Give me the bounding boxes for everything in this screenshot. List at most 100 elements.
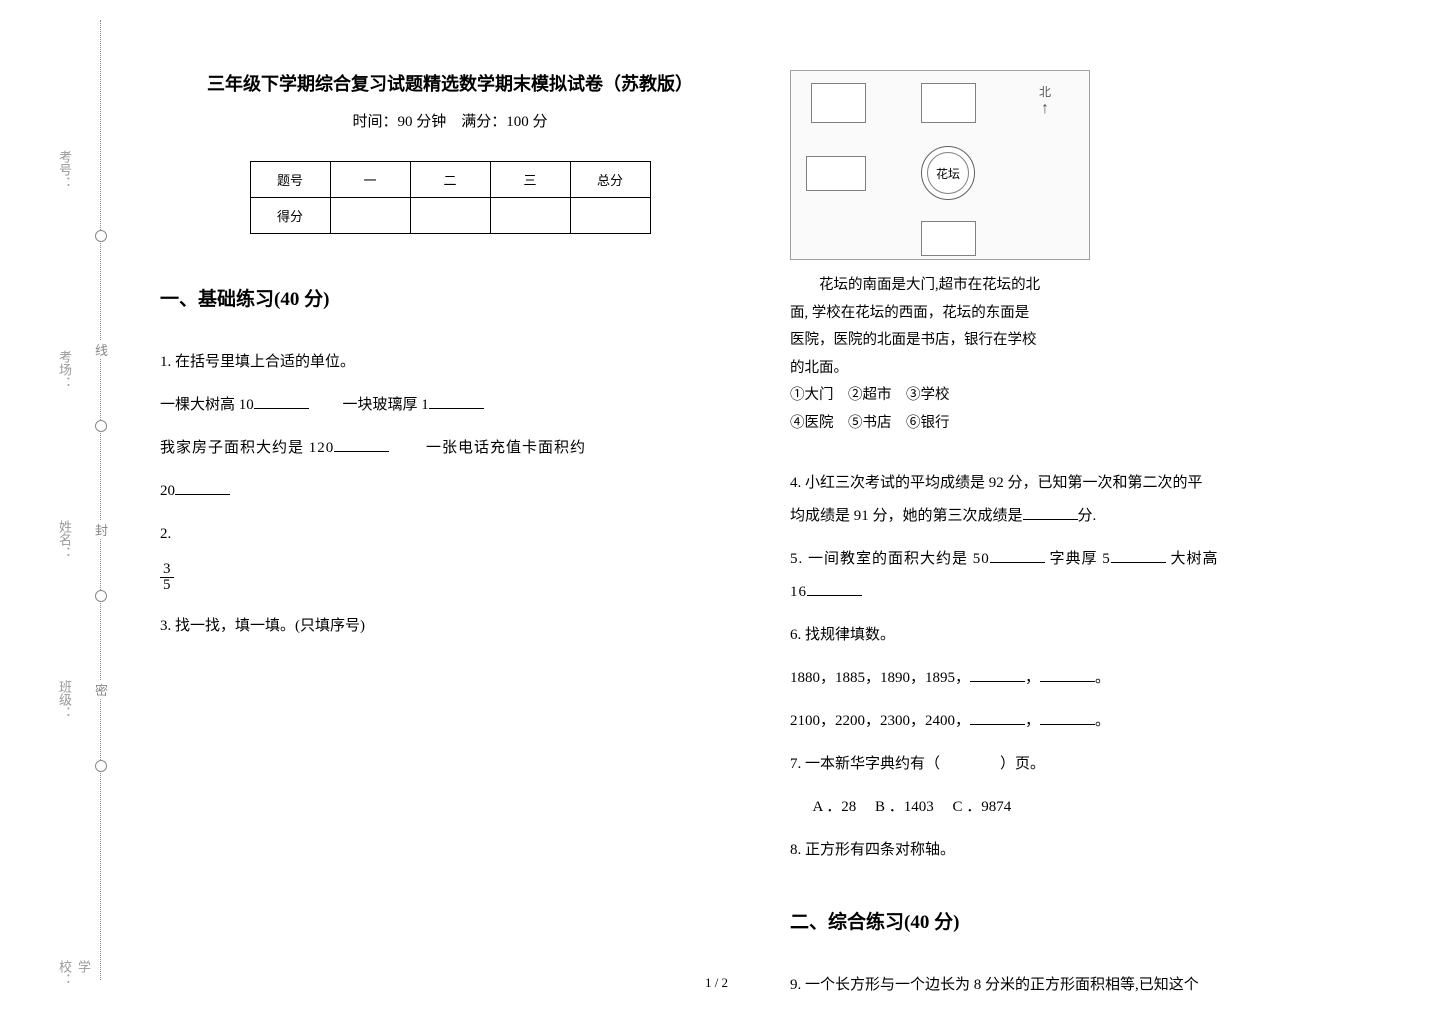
- q5-line: 5. 一间教室的面积大约是 50 字典厚 5 大树高 16: [790, 543, 1370, 609]
- q5-text: 5. 一间教室的面积大约是 50: [790, 551, 990, 567]
- map-cell: [811, 83, 866, 123]
- seal-char-feng: 封: [95, 520, 108, 539]
- blank-field[interactable]: [1040, 709, 1095, 726]
- exam-title: 三年级下学期综合复习试题精选数学期末模拟试卷（苏教版）: [160, 70, 740, 96]
- section1-heading: 一、基础练习(40 分): [160, 284, 740, 311]
- cut-circle-icon: [95, 760, 107, 772]
- q9-line: 9. 一个长方形与一个边长为 8 分米的正方形面积相等,已知这个: [790, 969, 1370, 1002]
- blank-field[interactable]: [254, 393, 309, 410]
- blank-field[interactable]: [970, 666, 1025, 683]
- binding-label-class: 班级：: [55, 680, 74, 719]
- q8-line: 8. 正方形有四条对称轴。: [790, 834, 1370, 867]
- north-label: 北: [1039, 85, 1051, 99]
- score-col-header: 题号: [250, 162, 330, 198]
- q2-fraction: 3 5: [160, 561, 740, 594]
- page-content: 三年级下学期综合复习试题精选数学期末模拟试卷（苏教版） 时间：90 分钟 满分：…: [160, 70, 1400, 1012]
- q1-text: 一张电话充值卡面积约: [426, 440, 586, 456]
- binding-margin: 考号： 考场： 姓名： 班级： 学校： 线 封 密: [40, 20, 120, 980]
- q1-text: 20: [160, 483, 175, 499]
- cut-circle-icon: [95, 230, 107, 242]
- q3-lead: 3. 找一找，填一填。(只填序号): [160, 610, 740, 643]
- q6-text: 2100，2200，2300，2400，: [790, 713, 970, 729]
- blank-field[interactable]: [970, 709, 1025, 726]
- q6-lead: 6. 找规律填数。: [790, 619, 1370, 652]
- score-cell: [490, 198, 570, 234]
- score-table: 题号 一 二 三 总分 得分: [250, 161, 651, 234]
- north-indicator: 北 ↑: [1039, 83, 1051, 118]
- seal-char-xian: 线: [95, 340, 108, 359]
- q5-text: 16: [790, 584, 807, 600]
- seal-char-mi: 密: [95, 680, 108, 699]
- map-diagram: 花坛 北 ↑: [790, 70, 1090, 260]
- q6-text: 1880，1885，1890，1895，: [790, 670, 970, 686]
- table-row: 得分: [250, 198, 650, 234]
- blank-field[interactable]: [334, 436, 389, 453]
- q4-text: 分.: [1078, 508, 1097, 524]
- right-column: 花坛 北 ↑ 花坛的南面是大门,超市在花坛的北 面, 学校在花坛的西面，花坛的东…: [790, 70, 1370, 1012]
- map-desc-line: 面, 学校在花坛的西面，花坛的东面是: [790, 300, 1370, 328]
- flowerbed-label: 花坛: [936, 165, 960, 182]
- q5-text: 字典厚 5: [1050, 551, 1111, 567]
- q1-text: 一棵大树高 10: [160, 397, 254, 413]
- q4-text: 4. 小红三次考试的平均成绩是 92 分，已知第一次和第二次的平: [790, 475, 1203, 491]
- map-desc-line: 的北面。: [790, 355, 1370, 383]
- q6-line2: 2100，2200，2300，2400， ， 。: [790, 705, 1370, 738]
- q7-line: 7. 一本新华字典约有（ ）页。: [790, 748, 1370, 781]
- score-col-header: 总分: [570, 162, 650, 198]
- binding-label-examid: 考号：: [55, 150, 74, 189]
- dotted-cut-line: [100, 20, 101, 980]
- score-cell: [570, 198, 650, 234]
- blank-field[interactable]: [1040, 666, 1095, 683]
- blank-field[interactable]: [1023, 504, 1078, 521]
- map-desc-line: 花坛的南面是大门,超市在花坛的北: [790, 272, 1370, 300]
- cut-circle-icon: [95, 590, 107, 602]
- map-cell: [921, 221, 976, 256]
- left-column: 三年级下学期综合复习试题精选数学期末模拟试卷（苏教版） 时间：90 分钟 满分：…: [160, 70, 740, 1012]
- q4-text: 均成绩是 91 分，她的第三次成绩是: [790, 508, 1023, 524]
- binding-label-room: 考场：: [55, 350, 74, 389]
- q6-line1: 1880，1885，1890，1895， ， 。: [790, 662, 1370, 695]
- q7-options: A ．28 B ．1403 C ．9874: [790, 791, 1370, 824]
- blank-field[interactable]: [429, 393, 484, 410]
- q1-line1: 一棵大树高 10 一块玻璃厚 1: [160, 389, 740, 422]
- blank-field[interactable]: [1111, 547, 1166, 564]
- fraction-denominator: 5: [160, 578, 174, 593]
- q6-text: 。: [1095, 713, 1110, 729]
- score-row-label: 得分: [250, 198, 330, 234]
- q1-line2: 我家房子面积大约是 120 一张电话充值卡面积约: [160, 432, 740, 465]
- arrow-up-icon: ↑: [1039, 100, 1051, 118]
- q6-text: 。: [1095, 670, 1110, 686]
- score-col-header: 一: [330, 162, 410, 198]
- q1-line3: 20: [160, 475, 740, 508]
- q2-lead: 2.: [160, 518, 740, 551]
- page-number: 1 / 2: [705, 975, 728, 991]
- q5-text: 大树高: [1171, 551, 1219, 567]
- fraction: 3 5: [160, 562, 174, 593]
- q1-text: 我家房子面积大约是 120: [160, 440, 334, 456]
- score-col-header: 二: [410, 162, 490, 198]
- binding-label-name: 姓名：: [55, 520, 74, 559]
- blank-field[interactable]: [990, 547, 1045, 564]
- score-col-header: 三: [490, 162, 570, 198]
- score-cell: [410, 198, 490, 234]
- flowerbed-icon: 花坛: [921, 146, 975, 200]
- score-cell: [330, 198, 410, 234]
- map-desc-line: ①大门 ②超市 ③学校: [790, 382, 1370, 410]
- exam-subtitle: 时间：90 分钟 满分：100 分: [160, 110, 740, 131]
- q6-text: ，: [1025, 713, 1040, 729]
- q1-lead: 1. 在括号里填上合适的单位。: [160, 346, 740, 379]
- map-cell: [921, 83, 976, 123]
- fraction-numerator: 3: [160, 562, 174, 578]
- q4-line: 4. 小红三次考试的平均成绩是 92 分，已知第一次和第二次的平 均成绩是 91…: [790, 467, 1370, 533]
- map-description: 花坛的南面是大门,超市在花坛的北 面, 学校在花坛的西面，花坛的东面是 医院，医…: [790, 272, 1370, 437]
- q1-text: 一块玻璃厚 1: [343, 397, 429, 413]
- map-desc-line: 医院，医院的北面是书店，银行在学校: [790, 327, 1370, 355]
- map-desc-line: ④医院 ⑤书店 ⑥银行: [790, 410, 1370, 438]
- map-cell: [806, 156, 866, 191]
- cut-circle-icon: [95, 420, 107, 432]
- q6-text: ，: [1025, 670, 1040, 686]
- blank-field[interactable]: [175, 479, 230, 496]
- section2-heading: 二、综合练习(40 分): [790, 907, 1370, 934]
- blank-field[interactable]: [807, 580, 862, 597]
- table-row: 题号 一 二 三 总分: [250, 162, 650, 198]
